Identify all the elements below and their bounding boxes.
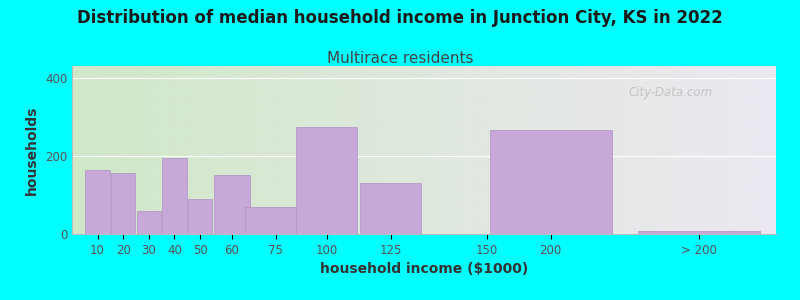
Bar: [162, 158, 186, 234]
Text: Distribution of median household income in Junction City, KS in 2022: Distribution of median household income …: [77, 9, 723, 27]
Text: Multirace residents: Multirace residents: [326, 51, 474, 66]
Bar: [490, 130, 611, 234]
Bar: [214, 176, 250, 234]
Bar: [86, 169, 110, 234]
Y-axis label: households: households: [26, 105, 39, 195]
Bar: [111, 173, 135, 234]
Bar: [296, 127, 357, 234]
Bar: [188, 199, 212, 234]
Text: City-Data.com: City-Data.com: [628, 86, 712, 99]
X-axis label: household income ($1000): household income ($1000): [320, 262, 528, 276]
Bar: [245, 207, 306, 234]
Bar: [137, 211, 161, 234]
Bar: [638, 231, 760, 234]
Bar: [360, 183, 421, 234]
